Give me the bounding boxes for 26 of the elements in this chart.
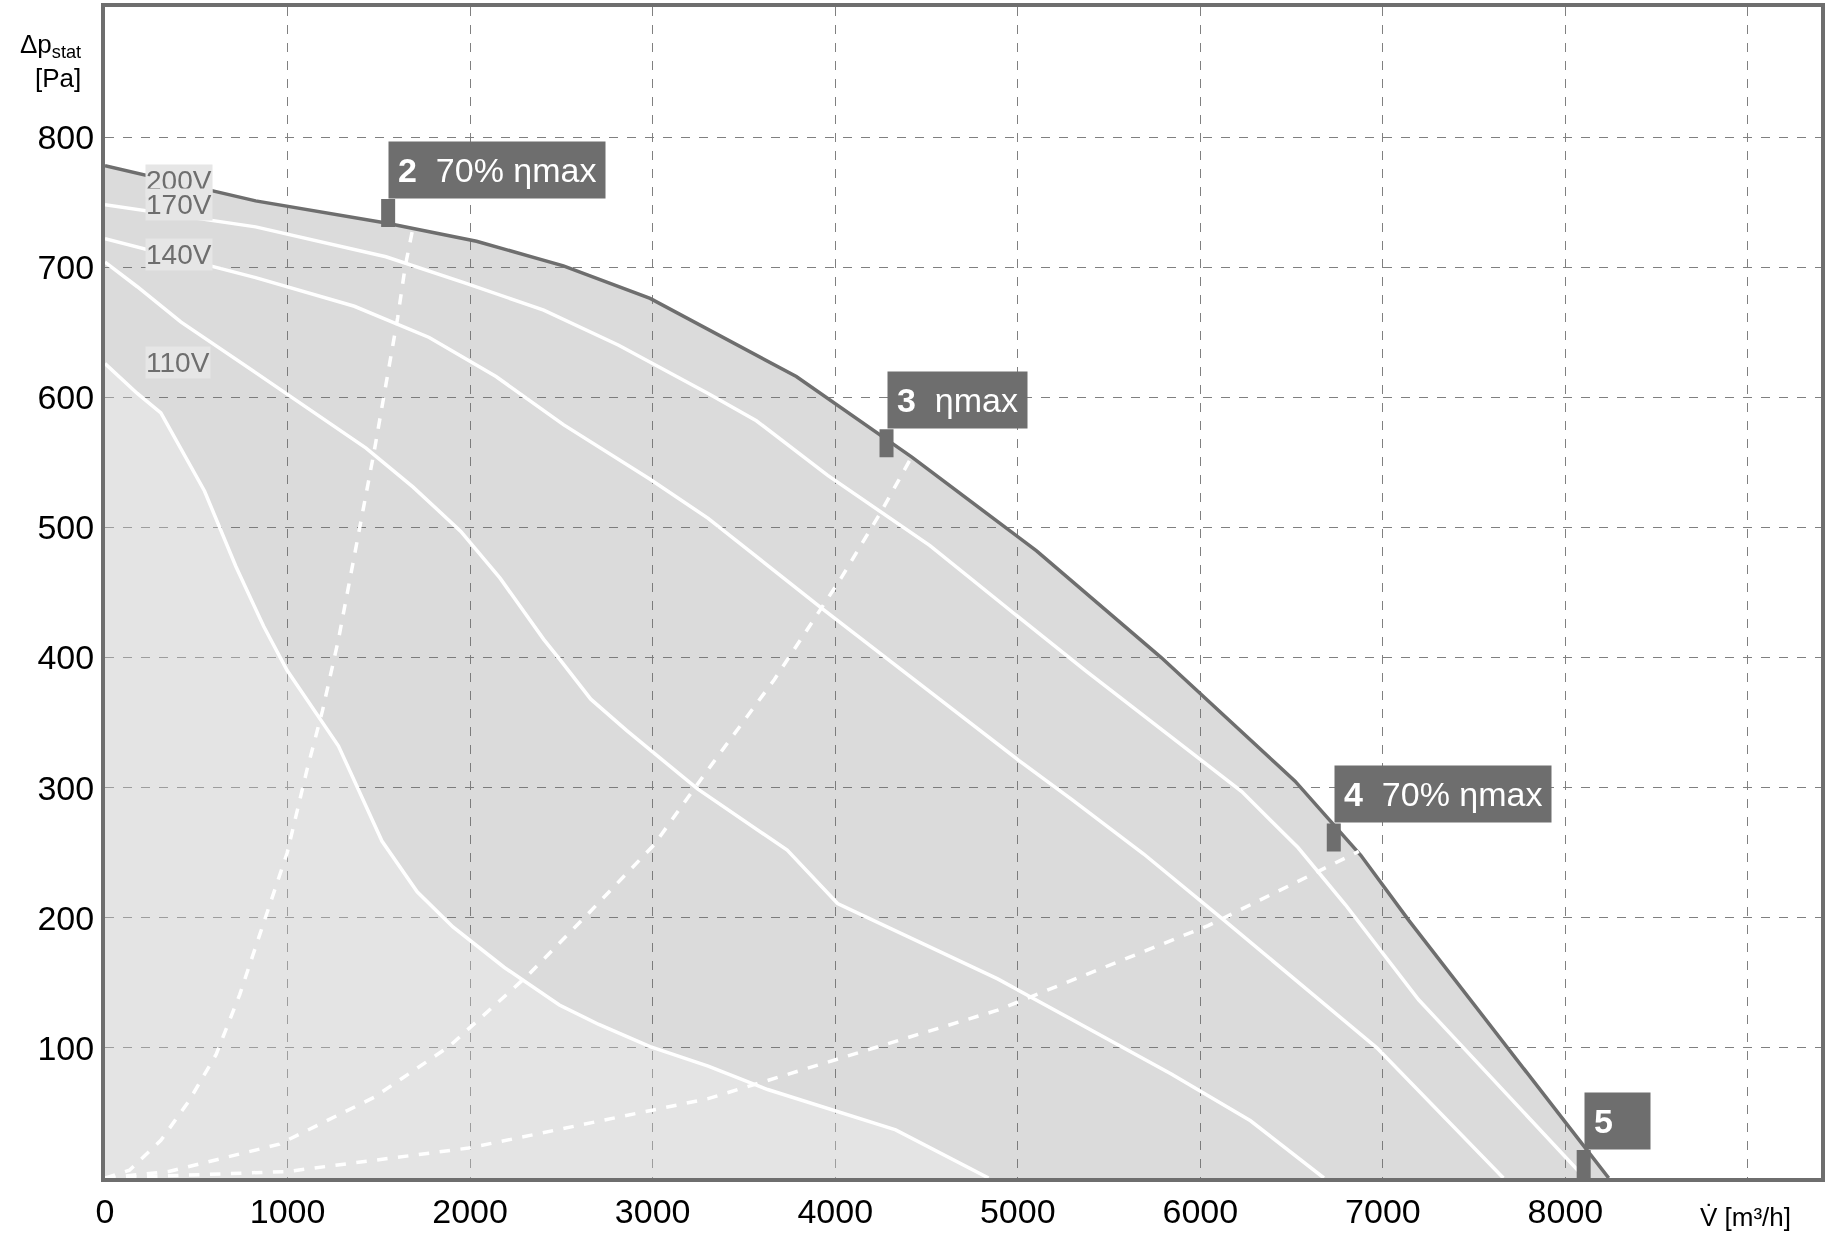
annotation: 5 [1594, 1102, 1613, 1140]
annotation: 3 ηmax [897, 381, 1018, 419]
x-tick-label: 4000 [797, 1191, 874, 1230]
annotation: 170V [146, 189, 212, 220]
annotation: 140V [146, 239, 212, 270]
x-tick-label: 6000 [1162, 1191, 1239, 1230]
y-tick-label: 600 [37, 378, 95, 417]
x-tick-label: 0 [95, 1191, 115, 1230]
y-axis-title: Δp$_{stat}$ [Pa] [20, 29, 82, 93]
x-tick-label: 5000 [979, 1191, 1056, 1230]
x-tick-label: 3000 [614, 1191, 691, 1230]
x-tick-label: 7000 [1345, 1191, 1421, 1230]
y-tick-label: 100 [37, 1028, 95, 1067]
y-tick-label: 200 [37, 898, 95, 937]
y-tick-label: 300 [37, 768, 95, 807]
annotation: 110V [146, 347, 210, 378]
annotation: 2 70% ηmax [398, 151, 597, 189]
y-tick-label: 800 [37, 118, 95, 157]
x-axis-title: V̇ [m³/h] [1700, 1202, 1792, 1232]
y-tick-label: 400 [37, 638, 95, 677]
x-tick-label: 8000 [1527, 1191, 1604, 1230]
annotation: 4 70% ηmax [1344, 775, 1543, 813]
x-tick-label: 1000 [249, 1191, 326, 1230]
x-tick-label: 2000 [432, 1191, 508, 1230]
y-tick-label: 500 [37, 508, 95, 547]
y-tick-label: 700 [37, 248, 95, 287]
